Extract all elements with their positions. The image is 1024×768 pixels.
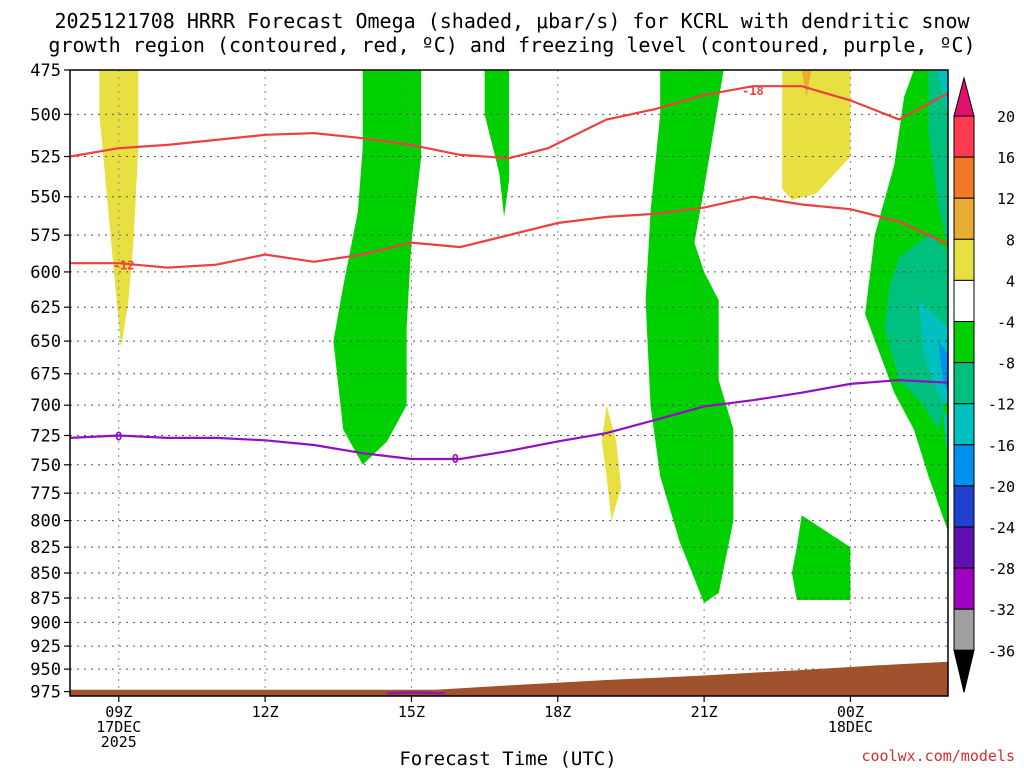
colorbar-swatch [953, 321, 975, 364]
x-tick-label: 17DEC [96, 718, 141, 736]
colorbar-tick-label: -32 [988, 601, 1015, 619]
y-tick-label: 850 [30, 564, 61, 584]
contour-layer: -12 -18 0 0 [70, 84, 948, 695]
omega-region-10 [938, 70, 948, 115]
colorbar-swatch [953, 279, 975, 322]
omega-region-7 [791, 515, 851, 600]
omega-region-1 [601, 405, 622, 521]
colorbar-tick-label: -20 [988, 478, 1015, 496]
colorbar-swatch [953, 238, 975, 281]
credit-text: coolwx.com/models [861, 747, 1015, 765]
terrain-layer [70, 661, 948, 696]
colorbar-tick-label: 12 [997, 190, 1015, 208]
colorbar-tick-label: -16 [988, 437, 1015, 455]
colorbar-tick-label: 20 [997, 108, 1015, 126]
y-tick-label: 975 [30, 683, 61, 703]
colorbar-tick-label: -24 [988, 519, 1015, 537]
colorbar-tick-label: 16 [997, 149, 1015, 167]
y-tick-label: 550 [30, 188, 61, 208]
colorbar-swatch [953, 608, 975, 651]
colorbar-swatch [953, 197, 975, 240]
y-tick-label: 725 [30, 426, 61, 446]
x-tick-label: 18Z [544, 703, 571, 721]
y-tick-label: 575 [30, 226, 61, 246]
y-tick-label: 900 [30, 613, 61, 633]
omega-region-5 [484, 70, 509, 217]
x-tick-label: 18DEC [828, 718, 873, 736]
y-tick-label: 625 [30, 298, 61, 318]
colorbar-tick-label: 4 [1006, 272, 1015, 290]
dendritic-contour-label-0: -12 [113, 259, 135, 273]
omega-region-11 [918, 300, 948, 406]
colorbar-swatch [953, 567, 975, 610]
colorbar-swatch [953, 115, 975, 158]
omega-region-4 [333, 70, 422, 465]
colorbar: 20 16 12 8 4 -4 -8 -12 -16 -20 -24 -28 -32 -36 [953, 76, 1015, 693]
colorbar-tick-label: -4 [997, 314, 1015, 332]
freezing-level-contour-1 [387, 691, 446, 695]
y-tick-label: 750 [30, 456, 61, 476]
y-tick-label: 925 [30, 637, 61, 657]
chart-title-line-1: 2025121708 HRRR Forecast Omega (shaded, … [54, 9, 970, 33]
colorbar-swatch [953, 526, 975, 569]
omega-shading-layer [99, 70, 948, 603]
colorbar-tick-label: -12 [988, 396, 1015, 414]
y-tick-label: 650 [30, 332, 61, 352]
x-tick-label: 15Z [398, 703, 425, 721]
y-tick-label: 825 [30, 538, 61, 558]
y-tick-label: 475 [30, 61, 61, 81]
colorbar-swatch [953, 444, 975, 487]
y-tick-label: 675 [30, 365, 61, 385]
freezing-level-contour-label-0: 0 [115, 429, 122, 443]
x-axis-label: Forecast Time (UTC) [399, 748, 616, 768]
y-tick-label: 875 [30, 589, 61, 609]
colorbar-tick-label: -28 [988, 560, 1015, 578]
y-axis: 475 500 525 550 575 600 625 650 675 700 725 750 775 8… [30, 61, 70, 703]
colorbar-swatch [953, 485, 975, 528]
plot-frame [69, 69, 949, 697]
colorbar-tick-label: -36 [988, 642, 1015, 660]
y-tick-label: 700 [30, 396, 61, 416]
colorbar-top-arrow [953, 76, 975, 117]
dendritic-contour-label-1: -18 [742, 84, 764, 98]
y-tick-label: 600 [30, 263, 61, 283]
y-tick-label: 950 [30, 660, 61, 680]
y-tick-label: 525 [30, 148, 61, 168]
omega-region-13 [943, 411, 948, 454]
omega-region-12 [938, 341, 948, 393]
x-tick-label: 00Z [837, 703, 864, 721]
omega-region-0 [99, 70, 139, 348]
x-tick-label: 21Z [691, 703, 718, 721]
colorbar-tick-label: 8 [1006, 231, 1015, 249]
y-tick-label: 800 [30, 512, 61, 532]
omega-region-3 [801, 70, 812, 97]
x-tick-label: 09Z [105, 703, 132, 721]
colorbar-swatch [953, 403, 975, 446]
chart-title: 2025121708 HRRR Forecast Omega (shaded, … [48, 9, 975, 57]
y-tick-label: 775 [30, 484, 61, 504]
colorbar-bottom-arrow [953, 649, 975, 693]
x-tick-label: 12Z [252, 703, 279, 721]
colorbar-swatch [953, 156, 975, 199]
colorbar-swatch [953, 362, 975, 405]
dendritic-contour-0 [70, 85, 948, 160]
colorbar-tick-label: -8 [997, 355, 1015, 373]
terrain-fill [70, 661, 948, 696]
omega-region-2 [782, 70, 851, 200]
freezing-level-contour-label-1: 0 [452, 452, 459, 466]
y-tick-label: 500 [30, 105, 61, 125]
dendritic-contour-1 [70, 195, 948, 269]
x-tick-label: 2025 [101, 733, 137, 751]
freezing-level-contour-0 [70, 378, 948, 461]
chart-title-line-2: growth region (contoured, red, ºC) and f… [48, 33, 975, 57]
omega-region-6 [645, 70, 734, 603]
